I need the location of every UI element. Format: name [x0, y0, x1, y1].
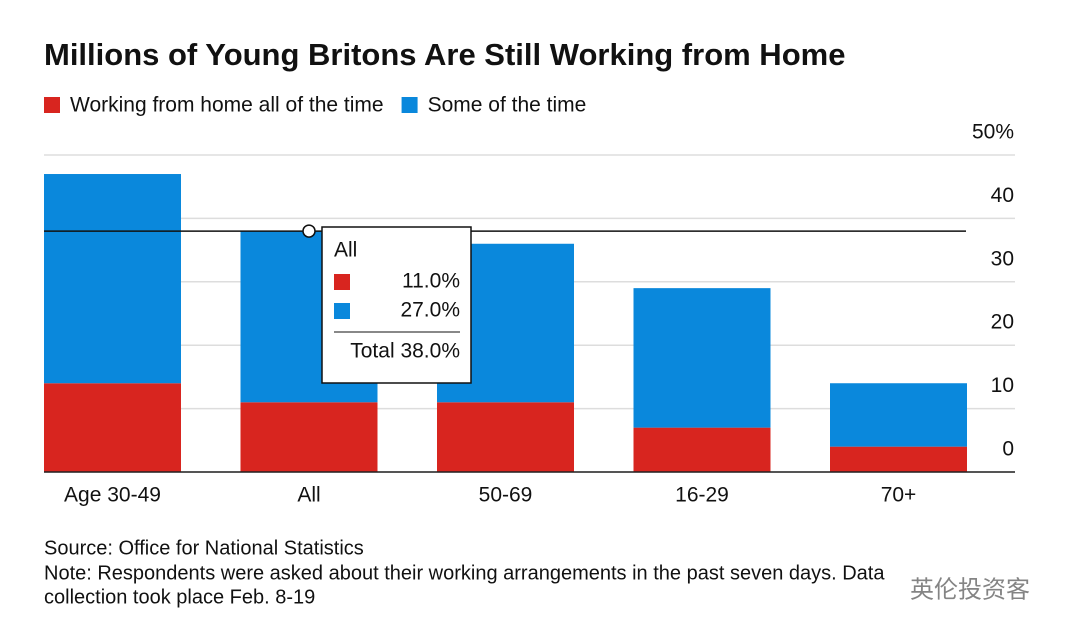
bar-segment: [437, 402, 574, 472]
tooltip-total: Total 38.0%: [350, 340, 460, 363]
tooltip: All 11.0% 27.0% Total 38.0%: [321, 226, 472, 384]
chart-title: Millions of Young Britons Are Still Work…: [44, 37, 845, 72]
x-tick-label: All: [297, 484, 320, 507]
legend-label: Some of the time: [428, 94, 587, 117]
x-tick-label: 50-69: [479, 484, 533, 507]
x-tick-label: Age 30-49: [64, 484, 161, 507]
bar-segment: [44, 383, 181, 472]
bar-segment: [830, 446, 967, 472]
x-tick-label: 70+: [881, 484, 917, 507]
y-tick-label: 40: [991, 184, 1014, 207]
y-tick-label: 10: [991, 374, 1014, 397]
x-tick-label: 16-29: [675, 484, 729, 507]
bar-segment: [44, 174, 181, 384]
note: Note: Respondents were asked about their…: [44, 562, 885, 584]
tooltip-value: 27.0%: [400, 299, 460, 322]
y-tick-label: 20: [991, 311, 1014, 334]
y-tick-label: 0: [1002, 438, 1014, 461]
note: collection took place Feb. 8-19: [44, 586, 315, 608]
legend-swatch: [44, 97, 60, 113]
tooltip-swatch: [334, 303, 350, 319]
bar-segment: [633, 288, 771, 428]
source: Source: Office for National Statistics: [44, 537, 364, 559]
bar-segment: [240, 402, 378, 472]
y-tick-label: 50%: [972, 121, 1014, 144]
hover-dot: [302, 224, 316, 238]
bar-segment: [633, 427, 771, 472]
y-tick-label: 30: [991, 247, 1014, 270]
tooltip-title: All: [334, 239, 357, 262]
tooltip-value: 11.0%: [402, 270, 460, 293]
watermark: 英伦投资客: [910, 576, 1030, 603]
bar-segment: [830, 383, 967, 447]
tooltip-swatch: [334, 274, 350, 290]
legend-label: Working from home all of the time: [70, 94, 384, 117]
legend-swatch: [401, 97, 418, 113]
